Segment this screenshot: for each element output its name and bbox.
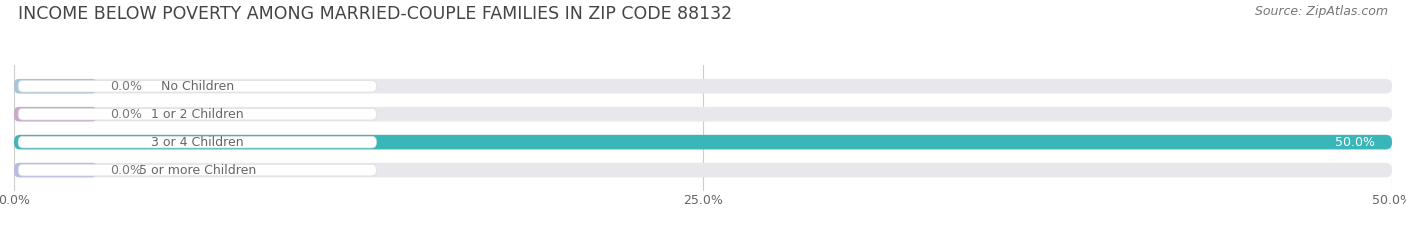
FancyBboxPatch shape xyxy=(14,135,1392,149)
FancyBboxPatch shape xyxy=(14,107,97,121)
FancyBboxPatch shape xyxy=(18,136,377,148)
Text: No Children: No Children xyxy=(160,80,233,93)
Text: INCOME BELOW POVERTY AMONG MARRIED-COUPLE FAMILIES IN ZIP CODE 88132: INCOME BELOW POVERTY AMONG MARRIED-COUPL… xyxy=(18,5,733,23)
FancyBboxPatch shape xyxy=(14,79,1392,93)
Text: 5 or more Children: 5 or more Children xyxy=(139,164,256,177)
FancyBboxPatch shape xyxy=(18,108,377,120)
Text: 3 or 4 Children: 3 or 4 Children xyxy=(150,136,243,149)
FancyBboxPatch shape xyxy=(14,107,1392,121)
Text: 1 or 2 Children: 1 or 2 Children xyxy=(150,108,243,121)
Text: 0.0%: 0.0% xyxy=(111,80,142,93)
FancyBboxPatch shape xyxy=(14,163,97,177)
FancyBboxPatch shape xyxy=(18,80,377,92)
FancyBboxPatch shape xyxy=(18,164,377,176)
FancyBboxPatch shape xyxy=(14,79,97,93)
Text: Source: ZipAtlas.com: Source: ZipAtlas.com xyxy=(1254,5,1388,18)
Text: 0.0%: 0.0% xyxy=(111,108,142,121)
Text: 0.0%: 0.0% xyxy=(111,164,142,177)
FancyBboxPatch shape xyxy=(14,135,1392,149)
Text: 50.0%: 50.0% xyxy=(1336,136,1375,149)
FancyBboxPatch shape xyxy=(14,163,1392,177)
